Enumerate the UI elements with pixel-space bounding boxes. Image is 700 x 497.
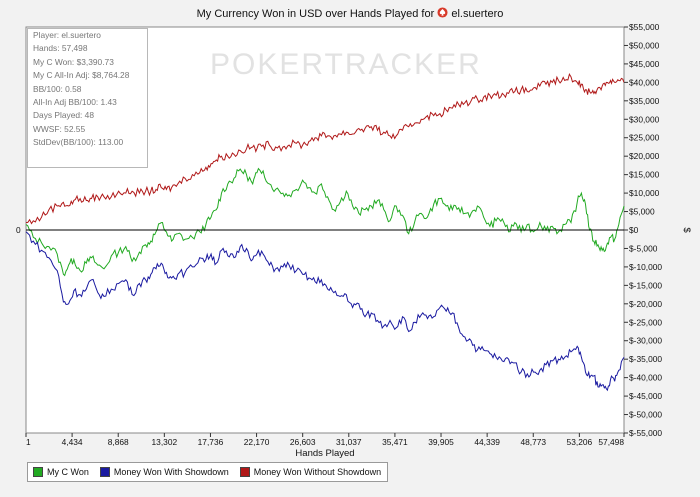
watermark-left: POKER [210, 48, 325, 81]
y-tick-label: $35,000 [629, 96, 660, 106]
legend-label: My C Won [47, 467, 89, 477]
series-line-money-won-with-showdown [25, 231, 625, 392]
y-tick-label: $45,000 [629, 59, 660, 69]
y-axis-title: $ [681, 227, 692, 233]
x-axis-title: Hands Played [295, 448, 354, 459]
y-tick-label: $-55,000 [629, 428, 662, 438]
legend-swatch [33, 467, 43, 477]
stat-hands: Hands: 57,498 [33, 43, 88, 54]
y-tick-label: $40,000 [629, 77, 660, 87]
y-tick-label: $10,000 [629, 188, 660, 198]
legend-item-my-c-won[interactable]: My C Won [28, 467, 95, 477]
stat-c-won: My C Won: $3,390.73 [33, 56, 114, 67]
x-tick-label: 26,603 [290, 437, 316, 447]
x-tick-label: 8,868 [108, 437, 129, 447]
stats-box: Player: el.suertero Hands: 57,498 My C W… [27, 28, 148, 168]
legend-label: Money Won Without Showdown [253, 467, 382, 477]
y-tick-label: $0 [629, 225, 639, 235]
spade-icon [437, 7, 448, 18]
chart-title-text: My Currency Won in USD over Hands Played… [196, 8, 435, 20]
y-tick-label: $-45,000 [629, 391, 662, 401]
y-tick-label: $-40,000 [629, 373, 662, 383]
legend-label: Money Won With Showdown [113, 467, 229, 477]
y-tick-label: $50,000 [629, 40, 660, 50]
y-tick-label: $20,000 [629, 151, 660, 161]
y-tick-label: $-5,000 [629, 243, 658, 253]
legend-swatch [239, 467, 250, 477]
stat-wwsf: WWSF: 52.55 [33, 123, 86, 134]
y-zero-left-label: 0 [16, 225, 21, 235]
legend-item-without-showdown[interactable]: Money Won Without Showdown [235, 467, 387, 477]
stat-allin-bb100: All-In Adj BB/100: 1.43 [33, 97, 117, 108]
x-tick-label: 17,736 [198, 437, 224, 447]
x-tick-label: 31,037 [336, 437, 362, 447]
stat-player: Player: el.suertero [33, 30, 101, 40]
stat-bb100: BB/100: 0.58 [33, 83, 82, 94]
x-tick-label: 1 [26, 437, 31, 447]
y-tick-label: $-30,000 [629, 336, 662, 346]
x-tick-label: 39,905 [428, 437, 454, 447]
y-tick-label: $-25,000 [629, 317, 662, 327]
chart-title: My Currency Won in USD over Hands Played… [0, 7, 700, 20]
watermark-right: TRACKER [324, 48, 482, 81]
y-tick-label: $-10,000 [629, 262, 662, 272]
y-tick-label: $-20,000 [629, 299, 662, 309]
x-tick-label: 35,471 [382, 437, 408, 447]
x-tick-label: 22,170 [244, 437, 270, 447]
pokertracker-watermark: POKERTRACKER [210, 48, 482, 82]
x-tick-label: 4,434 [62, 437, 83, 447]
stat-days: Days Played: 48 [33, 110, 94, 121]
x-tick-label: 57,498 [598, 437, 624, 447]
y-tick-label: $55,000 [629, 22, 660, 32]
y-tick-label: $30,000 [629, 114, 660, 124]
player-name: el.suertero [451, 8, 504, 20]
y-tick-label: $-50,000 [629, 410, 662, 420]
x-tick-label: 48,773 [520, 437, 546, 447]
legend-item-with-showdown[interactable]: Money Won With Showdown [95, 467, 235, 477]
stat-allin-adj: My C All-In Adj: $8,764.28 [33, 70, 130, 81]
y-axis: $55,000 $50,000 $45,000 $40,000 $35,000 $30,0… [16, 22, 662, 438]
x-axis: 1 4,434 8,868 13,302 17,736 22,170 26,603 31,03… [25, 433, 625, 447]
y-tick-label: $25,000 [629, 133, 660, 143]
y-tick-label: $5,000 [629, 207, 655, 217]
legend: My C Won Money Won With Showdown Money W… [27, 462, 389, 482]
x-tick-label: 13,302 [152, 437, 178, 447]
legend-swatch [99, 467, 110, 477]
series-line-money-won-without-showdown [25, 72, 625, 225]
x-tick-label: 44,339 [474, 437, 500, 447]
y-tick-label: $-35,000 [629, 354, 662, 364]
y-tick-label: $15,000 [629, 170, 660, 180]
stat-stddev: StdDev(BB/100): 113.00 [33, 137, 124, 148]
x-tick-label: 53,206 [567, 437, 593, 447]
y-tick-label: $-15,000 [629, 280, 662, 290]
